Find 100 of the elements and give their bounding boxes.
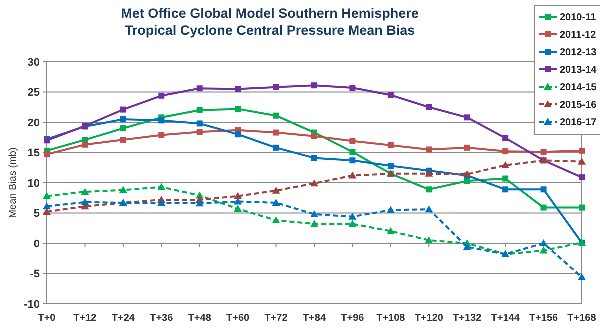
point: [196, 107, 203, 114]
point: [502, 135, 509, 142]
x-tick-label: T+0: [38, 313, 56, 324]
y-tick-label: -5: [30, 268, 40, 281]
x-tick-label: T+48: [188, 313, 212, 324]
point: [502, 161, 510, 168]
y-tick-label: 5: [34, 208, 40, 220]
x-tick-label: T+36: [150, 313, 174, 324]
point: [312, 155, 318, 162]
point: [273, 84, 280, 90]
point: [158, 118, 165, 124]
legend-label: 2010-11: [560, 12, 597, 24]
point: [81, 198, 90, 206]
point: [386, 227, 395, 234]
y-tick-label: 25: [28, 87, 40, 100]
x-tick-label: T+96: [341, 313, 365, 324]
x-tick-label: T+84: [302, 313, 326, 324]
point: [272, 186, 280, 194]
point: [540, 149, 547, 156]
point: [310, 220, 318, 228]
y-tick-label: 15: [28, 148, 40, 160]
point: [463, 243, 472, 250]
point: [120, 137, 126, 144]
point: [579, 174, 585, 181]
point: [120, 126, 126, 132]
point: [426, 186, 432, 193]
point: [196, 86, 203, 92]
chart-title: Met Office Global Model Southern Hemisphere Tropical Cyclone Central Pressure Mean Bias: [121, 6, 420, 38]
point: [273, 144, 280, 151]
x-tick-label: T+132: [453, 313, 482, 324]
point: [158, 198, 166, 206]
point: [579, 148, 585, 154]
point: [348, 212, 357, 220]
point: [425, 206, 434, 213]
point: [235, 132, 242, 138]
point: [579, 204, 585, 211]
point: [81, 188, 90, 196]
point: [502, 186, 509, 193]
legend-label: 2015-16: [560, 100, 598, 111]
point: [312, 133, 318, 140]
y-tick-label: -10: [24, 298, 40, 311]
point: [425, 236, 434, 244]
point: [273, 112, 280, 119]
point: [540, 186, 547, 193]
point: [386, 206, 395, 214]
point: [388, 92, 394, 98]
point: [196, 120, 203, 127]
point: [158, 132, 165, 138]
point: [502, 176, 509, 182]
point: [272, 216, 280, 224]
point: [540, 240, 548, 246]
point: [578, 273, 586, 280]
point: [426, 146, 432, 153]
point: [119, 186, 128, 194]
point: [350, 138, 356, 144]
point: [464, 178, 470, 184]
legend-label: 2014-15: [560, 82, 598, 94]
point: [578, 158, 586, 165]
x-tick-label: T+108: [376, 313, 406, 324]
point: [540, 204, 547, 211]
point: [540, 246, 548, 254]
x-tick-label: T+168: [568, 313, 597, 324]
point: [82, 142, 88, 148]
point: [388, 163, 394, 170]
point: [350, 149, 356, 156]
point: [310, 210, 318, 218]
x-tick-label: T+156: [529, 313, 559, 324]
point: [234, 198, 242, 205]
point: [310, 180, 318, 187]
point: [273, 130, 280, 136]
x-tick-label: T+72: [264, 313, 288, 324]
point: [464, 144, 470, 151]
legend-label: 2016-17: [560, 118, 598, 128]
x-tick-label: T+120: [414, 313, 444, 324]
point: [235, 86, 242, 92]
point: [426, 104, 432, 110]
point: [350, 158, 356, 164]
point: [234, 192, 242, 200]
point: [350, 85, 356, 92]
point: [43, 202, 51, 210]
point: [120, 116, 126, 122]
point: [234, 205, 242, 212]
y-tick-label: 20: [28, 117, 40, 130]
point: [312, 82, 318, 89]
legend-label: 2012-13: [560, 48, 598, 58]
y-tick-label: 30: [28, 56, 40, 69]
point: [388, 142, 394, 148]
point: [464, 114, 470, 121]
legend-label: 2013-14: [560, 65, 598, 76]
point: [43, 192, 51, 200]
point: [158, 92, 165, 99]
point: [196, 129, 203, 136]
y-axis-title: Mean Bias (mb): [8, 148, 19, 218]
point: [425, 170, 434, 177]
x-tick-label: T+12: [74, 313, 98, 324]
point: [196, 200, 204, 207]
x-tick-label: T+24: [112, 313, 136, 324]
point: [120, 106, 126, 113]
point: [502, 148, 509, 155]
y-tick-label: 0: [34, 238, 40, 250]
